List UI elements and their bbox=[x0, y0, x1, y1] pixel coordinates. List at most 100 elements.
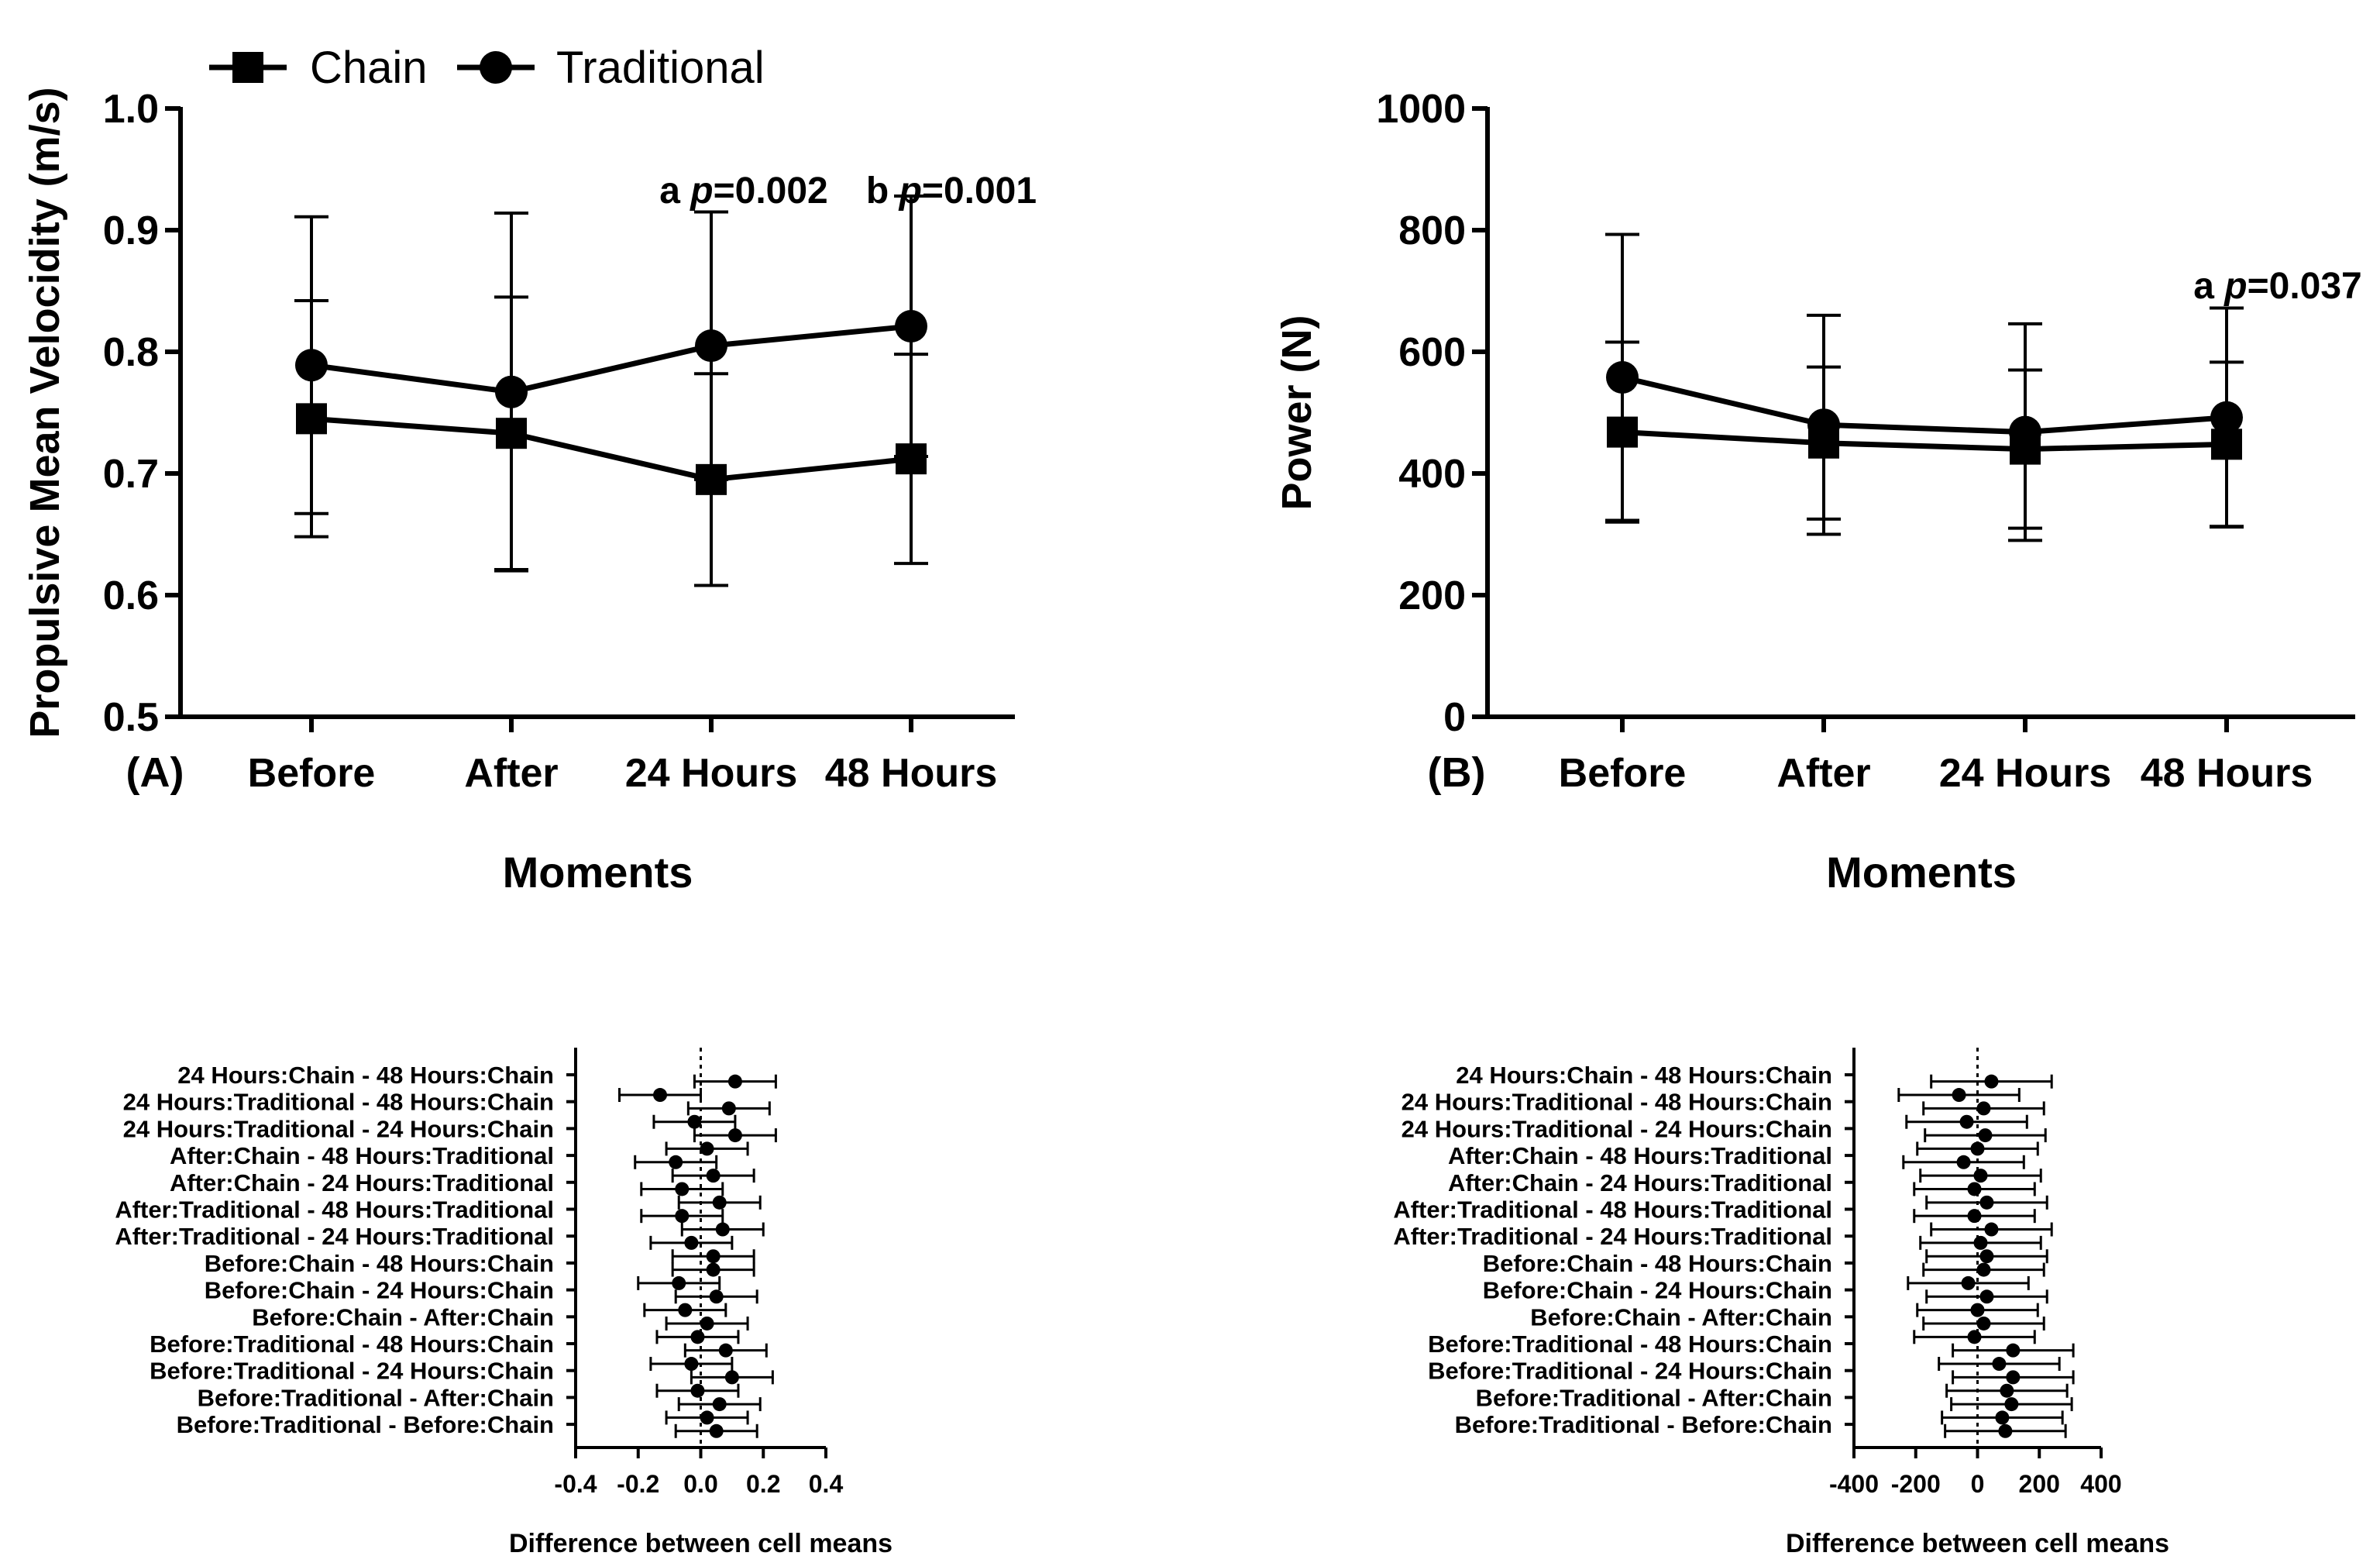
comparison-label: After:Chain - 24 Hours:Traditional bbox=[1448, 1169, 1832, 1196]
difference-point bbox=[1970, 1141, 1985, 1156]
data-point bbox=[2210, 401, 2243, 434]
x-tick-label: 0.2 bbox=[746, 1470, 780, 1498]
comparison-label: Before:Chain - After:Chain bbox=[252, 1303, 554, 1331]
difference-point bbox=[1998, 1423, 2013, 1438]
difference-point bbox=[672, 1275, 686, 1290]
data-point bbox=[895, 310, 927, 343]
series-chain bbox=[1605, 340, 2244, 530]
panel-label: (A) bbox=[126, 749, 184, 796]
comparison-label: 24 Hours:Traditional - 24 Hours:Chain bbox=[1402, 1115, 1832, 1142]
y-axis-label: Power (N) bbox=[1274, 315, 1320, 510]
difference-point bbox=[690, 1383, 705, 1398]
difference-point bbox=[706, 1262, 721, 1277]
difference-point bbox=[715, 1222, 730, 1237]
difference-point bbox=[727, 1074, 742, 1089]
x-tick-label: 24 Hours bbox=[625, 751, 798, 796]
annotation-value: =0.001 bbox=[922, 170, 1037, 212]
difference-point bbox=[2006, 1343, 2021, 1358]
x-tick-label: 0.0 bbox=[683, 1470, 717, 1498]
comparison-label: 24 Hours:Traditional - 48 Hours:Chain bbox=[1402, 1089, 1832, 1116]
difference-point bbox=[2004, 1397, 2019, 1412]
data-point bbox=[695, 329, 727, 363]
series-line bbox=[1622, 429, 2227, 453]
difference-point bbox=[1956, 1155, 1971, 1169]
difference-point bbox=[1978, 1128, 1993, 1143]
x-tick-label: Before bbox=[248, 751, 376, 796]
difference-point bbox=[1970, 1303, 1985, 1317]
chart-b: 0 200 400 600 800 1000 Before After 24 Hours 48 H… bbox=[1274, 87, 2362, 897]
difference-point bbox=[1976, 1101, 1991, 1116]
comparison-label: 24 Hours:Traditional - 24 Hours:Chain bbox=[123, 1115, 554, 1142]
annotation-p: p bbox=[898, 170, 922, 212]
x-tick-label: -400 bbox=[1829, 1470, 1879, 1498]
panel-label: (B) bbox=[1428, 749, 1486, 796]
annotation-value: =0.037 bbox=[2248, 266, 2362, 307]
difference-point bbox=[1952, 1088, 1966, 1103]
x-tick-label: After bbox=[464, 751, 558, 796]
y-tick-label: 400 bbox=[1398, 452, 1466, 497]
x-tick-label: 48 Hours bbox=[2141, 751, 2313, 796]
difference-point bbox=[675, 1182, 690, 1196]
difference-point bbox=[1967, 1209, 1982, 1224]
annotation-prefix: a bbox=[2193, 266, 2224, 307]
data-point bbox=[295, 349, 328, 382]
legend-marker bbox=[480, 51, 512, 84]
x-axis-label: Difference between cell means bbox=[509, 1529, 892, 1556]
comparison-label: Before:Traditional - After:Chain bbox=[198, 1384, 554, 1411]
annotation-p: p bbox=[2223, 266, 2247, 307]
comparison-label: After:Chain - 48 Hours:Traditional bbox=[1448, 1142, 1832, 1169]
comparison-label: Before:Chain - After:Chain bbox=[1530, 1303, 1832, 1331]
x-tick-label: 24 Hours bbox=[1939, 751, 2112, 796]
difference-point bbox=[2006, 1370, 2021, 1385]
annotation-prefix: b bbox=[866, 170, 899, 212]
data-point bbox=[1606, 360, 1639, 394]
comparison-label: Before:Traditional - Before:Chain bbox=[1455, 1411, 1832, 1438]
x-tick-label: After bbox=[1776, 751, 1870, 796]
comparison-label: After:Chain - 24 Hours:Traditional bbox=[170, 1169, 554, 1196]
y-tick-label: 0.9 bbox=[103, 208, 159, 253]
comparison-label: After:Traditional - 24 Hours:Traditional bbox=[115, 1223, 554, 1250]
comparison-label: Before:Traditional - 24 Hours:Chain bbox=[1428, 1358, 1832, 1385]
chart-a: 0.5 0.6 0.7 0.8 0.9 1.0 Before After 24 Hours 48 … bbox=[22, 43, 1037, 897]
difference-point bbox=[712, 1397, 727, 1412]
difference-point bbox=[700, 1316, 714, 1331]
significance-annotation: a p=0.002 bbox=[659, 170, 828, 212]
difference-point bbox=[684, 1235, 699, 1250]
comparison-label: 24 Hours:Chain - 48 Hours:Chain bbox=[177, 1062, 554, 1089]
comparison-label: Before:Traditional - 48 Hours:Chain bbox=[150, 1331, 554, 1358]
difference-point bbox=[1992, 1357, 2007, 1372]
comparison-label: After:Traditional - 48 Hours:Traditional bbox=[115, 1196, 554, 1224]
comparison-label: 24 Hours:Chain - 48 Hours:Chain bbox=[1456, 1062, 1832, 1089]
x-tick-label: 0.4 bbox=[809, 1470, 844, 1498]
comparison-label: Before:Chain - 48 Hours:Chain bbox=[1483, 1250, 1832, 1277]
difference-point bbox=[1984, 1074, 1999, 1089]
x-tick-label: 0 bbox=[1971, 1470, 1985, 1498]
difference-point bbox=[721, 1101, 736, 1116]
difference-point bbox=[706, 1169, 721, 1183]
difference-point bbox=[1976, 1316, 1991, 1331]
x-tick-label: -0.4 bbox=[554, 1470, 597, 1498]
difference-point bbox=[2000, 1383, 2014, 1398]
y-tick-label: 0.8 bbox=[103, 330, 159, 375]
x-tick-label: 200 bbox=[2019, 1470, 2060, 1498]
annotation-value: =0.002 bbox=[714, 170, 828, 212]
legend: Chain Traditional bbox=[209, 43, 765, 93]
series-traditional bbox=[1605, 232, 2244, 542]
difference-point bbox=[700, 1410, 714, 1425]
difference-point bbox=[709, 1289, 724, 1304]
difference-point bbox=[718, 1343, 733, 1358]
significance-annotation: b p=0.001 bbox=[866, 170, 1037, 212]
difference-point bbox=[684, 1357, 699, 1372]
difference-point bbox=[712, 1195, 727, 1210]
chart-c: -0.4 -0.2 0.0 0.2 0.4 Difference between cell… bbox=[115, 1048, 892, 1556]
y-tick-label: 200 bbox=[1398, 573, 1466, 618]
difference-point bbox=[1979, 1249, 1994, 1264]
comparison-label: Before:Chain - 48 Hours:Chain bbox=[205, 1250, 554, 1277]
x-tick-label: 400 bbox=[2080, 1470, 2121, 1498]
difference-point bbox=[1979, 1289, 1994, 1304]
difference-point bbox=[669, 1155, 683, 1169]
comparison-label: Before:Traditional - 48 Hours:Chain bbox=[1428, 1331, 1832, 1358]
legend-marker bbox=[232, 52, 263, 83]
difference-point bbox=[1973, 1235, 1988, 1250]
annotation-p: p bbox=[689, 170, 713, 212]
